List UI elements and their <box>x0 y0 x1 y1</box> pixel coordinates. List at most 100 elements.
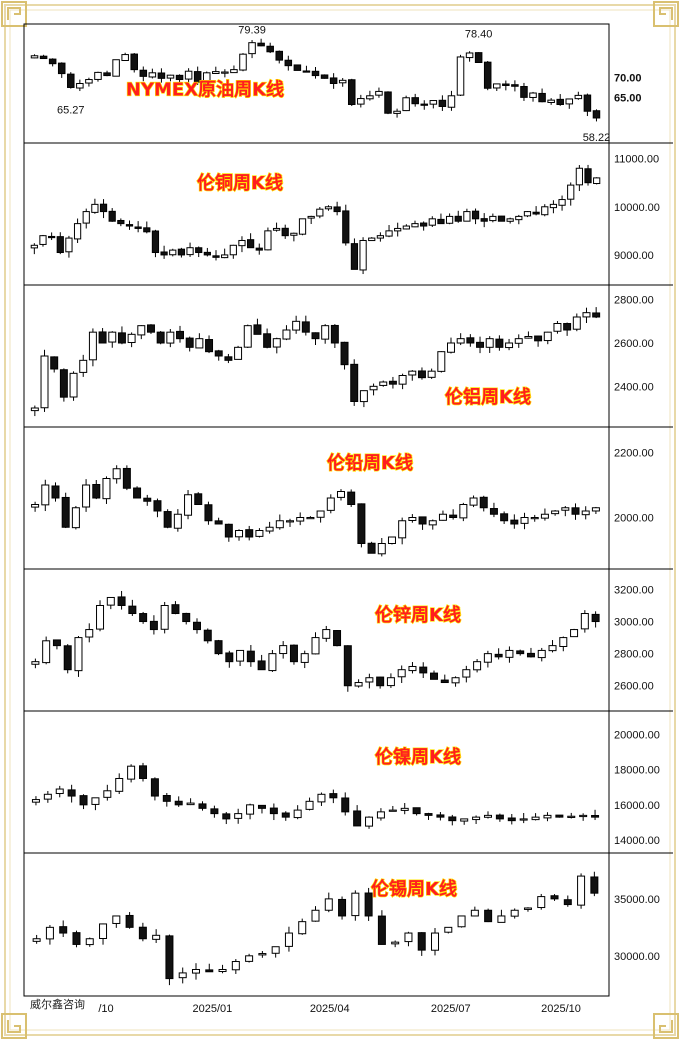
corner-ornament-bottom-right <box>653 1013 679 1039</box>
candle-body <box>198 803 207 809</box>
candle-body <box>583 94 592 112</box>
candle-body <box>205 339 214 353</box>
candle <box>430 670 439 680</box>
candle <box>463 208 471 222</box>
candle-body <box>230 69 238 74</box>
candle <box>547 98 555 105</box>
candle <box>177 247 186 258</box>
candle <box>127 332 136 348</box>
candle-body <box>483 814 492 818</box>
candle <box>257 654 266 671</box>
candle <box>429 100 438 109</box>
candle <box>388 805 397 812</box>
candle <box>99 923 108 945</box>
candle-body <box>559 637 568 647</box>
candle-body <box>463 211 471 222</box>
candles <box>30 38 601 122</box>
candle <box>532 206 540 216</box>
candle <box>171 601 180 615</box>
candle-body <box>507 817 516 822</box>
candle-body <box>195 247 203 254</box>
candle <box>365 673 374 689</box>
candle-body <box>495 814 504 820</box>
candle-body <box>102 478 111 500</box>
candle <box>580 610 589 633</box>
candle-body <box>483 61 492 89</box>
candle-body <box>493 83 501 89</box>
candle <box>153 498 162 518</box>
candle <box>311 67 320 79</box>
y-tick-label: 35000.00 <box>614 894 660 906</box>
candle-body <box>329 77 338 84</box>
candle-body <box>359 390 368 403</box>
candle <box>551 510 560 516</box>
candle <box>117 590 126 610</box>
candle <box>108 331 117 348</box>
candle-body <box>117 332 126 344</box>
candle-body <box>63 645 72 671</box>
candle <box>591 611 600 628</box>
candle-body <box>222 813 231 820</box>
candle-body <box>112 59 120 77</box>
candle-body <box>212 71 220 74</box>
candle-body <box>171 604 180 615</box>
candle-body <box>584 168 592 184</box>
candle-body <box>272 338 281 348</box>
candle-body <box>67 789 76 797</box>
y-tick-label: 18000.00 <box>614 765 660 777</box>
candle-body <box>40 355 49 409</box>
candle-body <box>394 227 402 232</box>
candle-body <box>284 932 293 947</box>
candle-body <box>376 235 385 239</box>
candle <box>43 791 52 803</box>
candle <box>519 812 528 824</box>
candles <box>30 307 601 417</box>
candle-body <box>39 235 47 245</box>
candle-body <box>418 516 427 525</box>
candle-body <box>581 510 590 516</box>
candle-body <box>137 325 146 336</box>
candle <box>338 78 347 87</box>
candle-body <box>224 356 233 361</box>
candle-body <box>537 649 546 659</box>
candle <box>253 318 262 335</box>
candle-body <box>57 62 66 75</box>
candle-body <box>149 620 158 631</box>
candle-body <box>462 669 471 678</box>
candle-body <box>51 485 60 499</box>
candles <box>31 465 600 557</box>
candle-body <box>537 896 546 909</box>
candles <box>31 762 600 829</box>
candle-body <box>591 613 600 623</box>
x-tick-label: 2025/01 <box>193 1003 233 1015</box>
candle <box>418 516 427 530</box>
candle-body <box>543 331 552 342</box>
candle <box>419 662 428 679</box>
candle-body <box>511 84 519 87</box>
candle <box>212 250 220 261</box>
candle-body <box>485 338 494 348</box>
candle-body <box>92 483 101 499</box>
candle-body <box>122 467 131 489</box>
candle <box>61 492 70 529</box>
candle <box>561 505 570 517</box>
candle-body <box>357 503 366 545</box>
candle-body <box>76 83 84 89</box>
candle <box>99 199 108 219</box>
candle-body <box>497 215 506 222</box>
candle-body <box>94 71 102 80</box>
candle-body <box>369 385 378 391</box>
candle <box>186 242 194 257</box>
candle-body <box>91 203 99 213</box>
candle-body <box>139 765 148 779</box>
candle <box>391 940 400 948</box>
candle-body <box>549 203 558 209</box>
candle-body <box>311 637 320 655</box>
candle-body <box>357 98 365 105</box>
candle <box>88 328 97 367</box>
candle <box>485 336 494 353</box>
candle-body <box>590 876 599 894</box>
candle <box>269 803 278 821</box>
candle-body <box>279 645 288 655</box>
candle-body <box>366 95 374 100</box>
